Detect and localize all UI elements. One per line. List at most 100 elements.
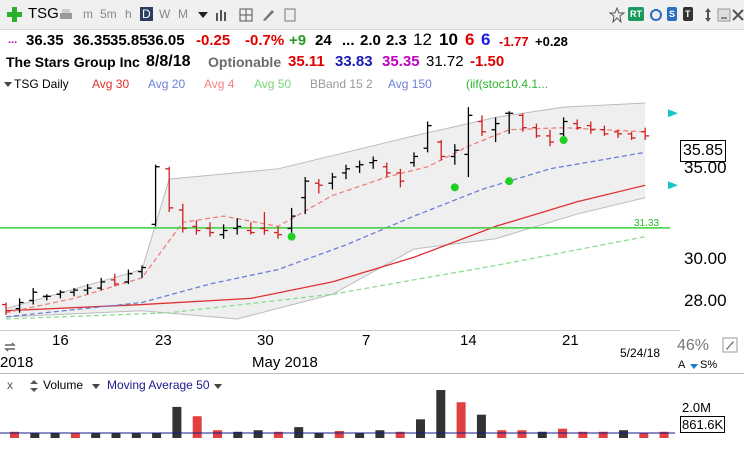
stat-v6: 10 [439,30,458,49]
x-label-23: 23 [155,332,172,349]
volume-bar [213,430,222,438]
timeframe-d[interactable]: D [140,7,153,21]
info-n1: 35.11 [288,53,325,70]
refresh-icon[interactable] [3,340,17,354]
legend-item-avg150[interactable]: Avg 150 [388,77,432,91]
legend-item-tsg-daily[interactable]: TSG Daily [14,77,69,91]
last-price-box: 35.85 [680,140,726,162]
volume-bar [91,432,101,438]
volume-bar [598,431,608,438]
sync-icon[interactable] [648,7,664,23]
print-icon[interactable] [58,7,74,23]
draw-pen-icon[interactable] [260,7,276,23]
volume-bar [476,414,486,438]
volume-bar [375,430,385,438]
add-symbol-icon[interactable] [6,6,23,23]
symbol-field[interactable]: TSG [28,5,59,22]
volume-bar [578,431,588,438]
volume-dropdown-icon[interactable] [91,381,101,391]
rt-badge[interactable]: RT [628,7,644,21]
note-icon[interactable] [282,7,298,23]
x-month-label: May 2018 [252,354,318,371]
minimize-icon[interactable] [716,7,732,23]
scale-arrow-icon[interactable] [689,361,699,371]
legend-arrow-icon[interactable] [3,79,13,89]
close-value: 36.05 [147,32,185,49]
quote-line: ... 36.35 36.35 35.85 36.05 -0.25 -0.7% … [0,30,744,52]
volume-bar [131,432,141,438]
volume-bar [253,430,263,438]
avg30-line [5,184,646,312]
volume-bar [30,433,40,438]
volume-bar [111,433,121,438]
price-chart[interactable] [0,95,744,373]
volume-bar [619,430,628,438]
legend-item-bband[interactable]: BBand 15 2 [310,77,373,91]
legend-item-avg50[interactable]: Avg 50 [254,77,292,91]
stat-v9: -1.77 [499,34,529,49]
bar-chart-icon[interactable] [214,7,230,23]
x-axis-line [0,330,680,331]
info-n2: 33.83 [335,53,373,70]
updown-icon[interactable] [29,380,39,392]
lower-edge-marker [668,181,678,190]
top-toolbar: TSG m 5m h D W M RT S T [0,0,744,30]
signal-dot [505,177,514,186]
volume-bar [10,431,19,438]
signal-dot [287,232,296,241]
star-icon[interactable] [609,7,625,23]
stat-v8: 6 [481,30,491,49]
stat-v1: +9 [289,32,307,49]
indicator-legend: TSG Daily Avg 30 Avg 20 Avg 4 Avg 50 BBa… [0,75,680,95]
stat-v5: 12 [413,30,432,49]
info-line: The Stars Group Inc 8/8/18 Optionable 35… [0,52,744,74]
s-badge[interactable]: S [667,7,678,21]
volume-bar [639,433,649,438]
close-icon[interactable] [730,7,744,23]
timeframe-5m[interactable]: 5m [100,7,117,21]
edit-icon[interactable] [722,337,738,353]
optionable-label: Optionable [208,54,282,70]
legend-item-avg30[interactable]: Avg 30 [92,77,130,91]
stat-v7: 6 [465,30,475,49]
volume-bar [152,432,162,438]
volume-bar [659,431,669,438]
timeframe-m[interactable]: m [83,7,93,21]
high-value: 36.35 [73,32,111,49]
avg4-line [5,127,646,314]
grid-icon[interactable] [238,7,254,23]
info-n5: -1.50 [470,53,505,70]
timeframe-h[interactable]: h [125,7,132,21]
date-label: 5/24/18 [620,346,661,360]
move-icon[interactable] [700,7,716,23]
info-n4: 31.72 [426,53,464,70]
timeframe-w[interactable]: W [159,7,171,21]
stat-v2: 24 [315,32,332,49]
dropdown-arrow-icon[interactable] [195,7,211,23]
bollinger-upper-line [5,102,646,310]
volume-bar [395,431,405,438]
bollinger-lower-line [5,197,646,320]
moving-average-label[interactable]: Moving Average 50 [107,378,210,392]
legend-item-avg4[interactable]: Avg 4 [204,77,235,91]
legend-item-signal[interactable]: (iif(stoc10.4.1... [466,77,549,91]
low-value: 35.85 [110,32,148,49]
t-badge[interactable]: T [683,7,693,21]
volume-pane [0,373,744,451]
legend-item-avg20[interactable]: Avg 20 [148,77,186,91]
x-label-21: 21 [562,332,579,349]
timeframe-month[interactable]: M [178,7,188,21]
price-label-30: 30.00 [684,249,727,268]
volume-bar [70,433,80,438]
volume-bar [355,432,365,438]
close-pane-icon[interactable]: x [7,378,13,392]
ma-dropdown-icon[interactable] [213,381,223,391]
log-scale-toggle[interactable]: A [678,359,686,371]
signal-dot [559,136,568,145]
volume-label[interactable]: Volume [43,378,84,392]
volume-bar [172,406,182,438]
company-name: The Stars Group Inc [6,54,140,70]
scale-s-percent[interactable]: S% [700,359,718,371]
pct-label: 46% [677,337,710,354]
volume-bar [537,431,547,438]
